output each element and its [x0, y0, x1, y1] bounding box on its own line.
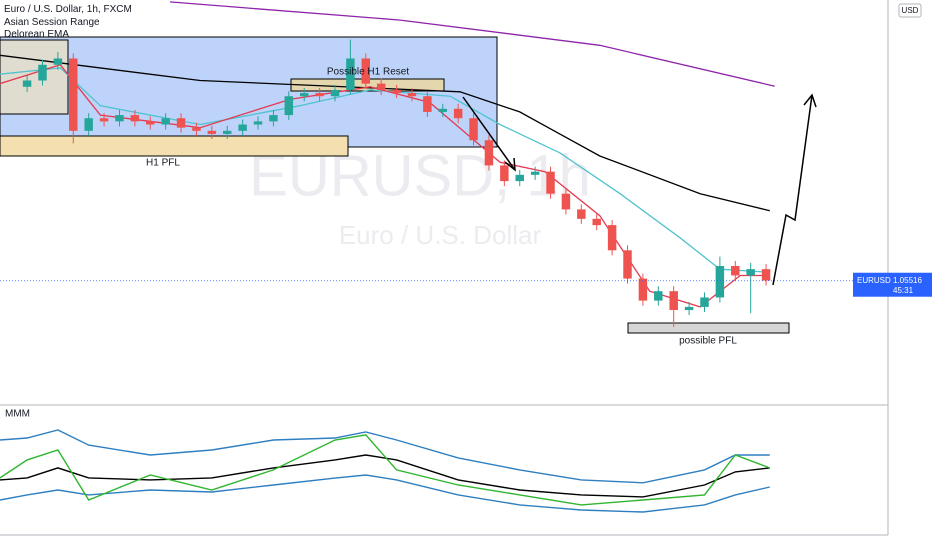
candle-body: [469, 118, 478, 141]
candle-body: [623, 250, 632, 279]
arrow: [462, 96, 516, 172]
candle-body: [192, 127, 201, 131]
candle-body: [53, 58, 63, 65]
candle-body: [715, 266, 725, 298]
candle-body: [607, 225, 617, 251]
candle-body: [238, 124, 247, 131]
indicator-line: [0, 429, 770, 484]
candle-body: [423, 96, 432, 112]
candle-body: [84, 118, 93, 131]
candle-body: [315, 93, 324, 97]
candle-body: [299, 93, 309, 97]
ema-line: [169, 1, 775, 87]
candle-body: [253, 121, 263, 125]
ema-line: [0, 54, 770, 212]
annotation: possible PFL: [679, 336, 737, 347]
indicator-line: [0, 474, 770, 513]
candle-body: [746, 269, 755, 276]
candle-body: [530, 171, 540, 175]
annotation: Possible H1 Reset: [327, 67, 409, 78]
candle-body: [700, 297, 709, 307]
range-box: [0, 36, 498, 148]
candle-body: [99, 118, 109, 122]
currency-badge[interactable]: [898, 3, 922, 18]
candle-body: [376, 83, 386, 90]
symbol-title: Euro / U.S. Dollar, 1h, FXCM: [4, 4, 132, 15]
price-tag-countdown: 45:31: [893, 286, 914, 295]
price-tag-symbol: EURUSD: [857, 276, 891, 285]
candle-body: [453, 108, 463, 119]
candle-body: [515, 174, 524, 182]
candle-body: [407, 93, 417, 97]
indicator-legend: Delorean EMA: [4, 29, 70, 40]
candle-body: [731, 266, 740, 276]
candle-body: [654, 291, 663, 301]
watermark-name: Euro / U.S. Dollar: [339, 220, 542, 250]
candle-body: [361, 58, 371, 84]
candle-body: [330, 89, 340, 97]
candle-body: [22, 80, 32, 87]
indicator-pane: [0, 429, 771, 513]
candle-body: [500, 165, 509, 182]
candle-body: [561, 193, 571, 210]
candle-body: [38, 64, 47, 81]
candle-body: [546, 171, 555, 194]
candle-body: [577, 209, 586, 219]
candle-body: [146, 121, 155, 125]
indicator-legend: Asian Session Range: [4, 17, 100, 28]
price-tag-value: 1.05516: [893, 276, 922, 285]
candle-body: [592, 218, 601, 226]
candle-body: [207, 130, 217, 134]
range-box-small: [0, 39, 69, 115]
ema-line: [0, 67, 770, 273]
indicator-line: [0, 434, 771, 506]
price-tag: [853, 272, 932, 297]
indicator-line: [0, 454, 770, 498]
annotation: H1 PFL: [146, 158, 180, 169]
candle-body: [223, 130, 232, 134]
indicator-title: MMM: [5, 409, 30, 420]
candle-body: [130, 115, 140, 122]
candle-body: [392, 89, 401, 94]
pfl-zone: [0, 135, 349, 157]
price-pane: [0, 1, 888, 328]
arrow: [772, 93, 817, 286]
candle-body: [269, 115, 278, 122]
candle-body: [438, 108, 448, 112]
currency: USD: [902, 6, 919, 15]
candle-body: [161, 118, 170, 125]
candle-body: [638, 278, 648, 301]
candle-body: [761, 269, 771, 281]
candle-body: [176, 118, 186, 128]
pfl-zone-2: [627, 322, 790, 334]
candle-body: [284, 96, 294, 116]
candle-body: [115, 115, 124, 122]
candle-body: [484, 140, 494, 166]
candle-body: [69, 58, 78, 131]
candle-body: [346, 58, 355, 90]
candle-body: [684, 306, 694, 311]
candle-body: [669, 291, 678, 311]
